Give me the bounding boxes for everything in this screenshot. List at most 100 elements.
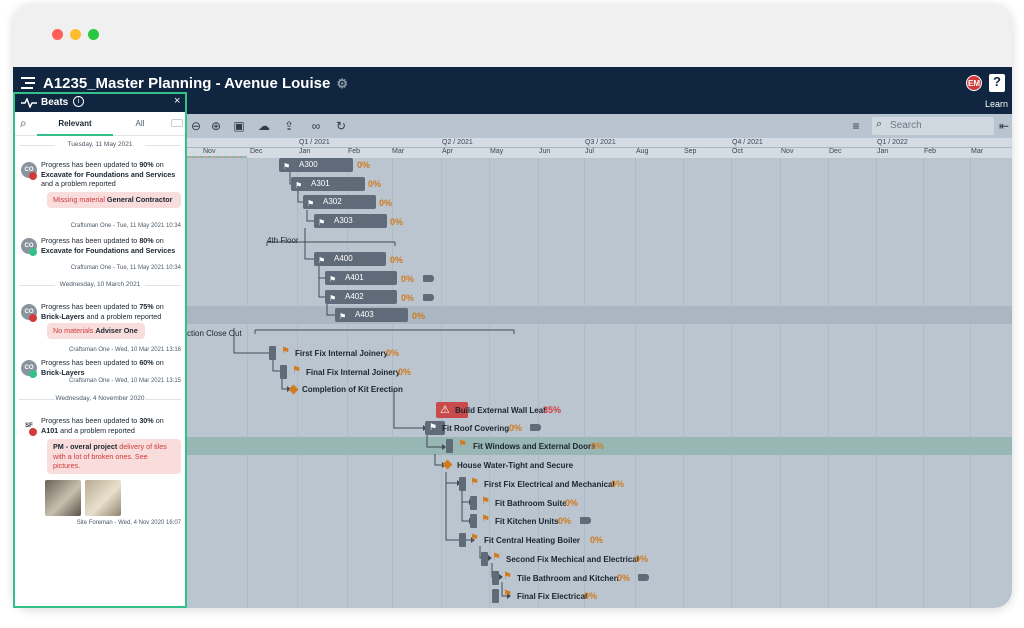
gantt-chart: ⚑ A300 0% ⚑ A301 0% ⚑ A302 0% ⚑ A303 0% 4th … [187,158,1012,608]
zoom-in-icon[interactable]: ⊕ [210,119,222,133]
task-label[interactable]: Fit Bathroom Suite [495,499,567,508]
task-label[interactable]: Final Fix Internal Joinery [306,368,401,377]
upload-icon[interactable]: ⇪ [283,119,295,133]
task-label[interactable]: First Fix Electrical and Mechanical [484,480,615,489]
task-label[interactable]: Tile Bathroom and Kitchen [517,574,619,583]
close-window-icon[interactable] [52,29,63,40]
menu-icon[interactable] [21,77,35,92]
beat-message[interactable]: Progress has been updated to 30% on A101… [41,416,164,435]
tag-icon[interactable] [423,294,434,301]
cloud-download-icon[interactable]: ☁ [258,119,270,133]
task-bar[interactable] [481,552,488,566]
photo-thumbnail[interactable] [45,480,81,516]
task-bar-a400[interactable]: ⚑ A400 [314,252,386,266]
date-separator: Tuesday, 11 May 2021 [19,141,181,148]
task-label[interactable]: Final Fix Electrical [517,592,588,601]
maximize-window-icon[interactable] [88,29,99,40]
task-progress: 0% [398,367,412,377]
beat-message[interactable]: Progress has been updated to 75% on Bric… [41,302,164,321]
task-progress: 0% [558,516,572,526]
warning-icon: ⚠ [440,404,450,416]
zoom-out-icon[interactable]: ⊖ [190,119,202,133]
mail-icon[interactable] [171,119,183,127]
beat-meta: Craftsman One - Tue, 11 May 2021 10:34 [70,265,181,271]
photo-thumbnail[interactable] [85,480,121,516]
minimize-window-icon[interactable] [70,29,81,40]
task-progress: 0% [368,179,382,189]
filter-icon[interactable]: ≡ [852,119,860,133]
tag-icon[interactable] [580,517,591,524]
month-label: Jun [539,148,551,155]
search-box[interactable]: ⌕ Search [872,117,994,135]
flag-icon: ⚑ [481,514,490,525]
link-icon[interactable]: ∞ [311,119,321,133]
month-label: Jul [585,148,594,155]
task-label[interactable]: Fit Windows and External Doors [473,442,596,451]
task-bar-a301[interactable]: ⚑ A301 [291,177,365,191]
task-bar-a303[interactable]: ⚑ A303 [314,214,387,228]
task-label[interactable]: House Water-Tight and Secure [457,461,574,470]
search-icon[interactable]: ⌕ [20,116,27,130]
task-bar[interactable]: ⚑ [425,421,445,435]
flag-icon: ⚑ [295,181,303,190]
task-bar-a302[interactable]: ⚑ A302 [303,195,376,209]
task-label[interactable]: Fit Roof Covering [442,424,510,433]
learn-link[interactable]: Learn [985,99,1009,109]
progress-icon [29,248,37,256]
task-bar[interactable] [446,439,453,453]
task-bar[interactable] [280,365,287,379]
tag-icon[interactable] [423,275,434,282]
user-avatar[interactable]: EM [966,75,982,91]
task-progress: 0% [379,198,393,208]
flag-icon: ⚑ [329,294,337,303]
task-bar[interactable] [492,589,499,603]
quarter-label: Q1 / 2022 [877,139,908,146]
collapse-panel-icon[interactable]: ⇤ [998,119,1010,133]
task-bar[interactable] [459,533,466,547]
help-icon[interactable]: ? [989,74,1005,92]
close-icon[interactable]: × [174,95,181,107]
project-title-text: A1235_Master Planning - Avenue Louise [43,75,331,92]
sync-icon[interactable]: ↻ [335,119,347,133]
tab-all[interactable]: All [135,119,145,128]
task-bar-problem[interactable]: ⚠ [436,402,468,418]
task-label[interactable]: First Fix Internal Joinery [295,349,388,358]
task-bar-a402[interactable]: ⚑ A402 [325,290,397,304]
group-close-out[interactable]: ction Close Out [187,329,242,338]
task-bar[interactable] [470,514,477,528]
month-label: Sep [684,148,697,155]
gantt-toolbar: ⊖ ⊕ ▣ ☁ ⇪ ∞ ↻ ≡ ⌕ Search ⇤ [187,114,1012,138]
info-icon[interactable]: i [73,96,84,107]
task-progress: 0% [401,274,415,284]
task-bar[interactable] [492,571,499,585]
task-label[interactable]: Completion of Kit Erection [302,385,403,394]
beat-message[interactable]: Progress has been updated to 60% on Bric… [41,358,164,377]
problem-note[interactable]: Missing material General Contractor [47,192,181,208]
task-bar[interactable] [269,346,276,360]
fit-screen-icon[interactable]: ▣ [233,119,245,133]
task-label[interactable]: Fit Kitchen Units [495,517,559,526]
task-bar-a300[interactable]: ⚑ A300 [279,158,353,172]
month-label: Mar [392,148,405,155]
tag-icon[interactable] [638,574,649,581]
task-bar[interactable] [470,496,477,510]
task-progress: 0% [390,255,404,265]
group-4th-floor[interactable]: 4th Floor [267,236,299,245]
problem-note[interactable]: PM - overal project delivery of tiles wi… [47,439,181,474]
beat-meta: Craftsman One - Wed, 10 Mar 2021 13:16 [69,347,181,353]
task-progress: 0% [390,217,404,227]
task-label[interactable]: Build External Wall Leaf [455,406,546,415]
tab-relevant[interactable]: Relevant [37,112,113,136]
task-bar-a401[interactable]: ⚑ A401 [325,271,397,285]
tag-icon[interactable] [530,424,541,431]
task-label[interactable]: Second Fix Mechical and Electrical [506,555,639,564]
task-label[interactable]: Fit Central Heating Boiler [484,536,581,545]
task-bar[interactable] [459,477,466,491]
problem-note[interactable]: No materials Adviser One [47,323,145,339]
beat-message[interactable]: Progress has been updated to 80% on Exca… [41,236,176,255]
beats-panel: Beats i × ⌕ Relevant All Tuesday, 11 May… [13,92,187,608]
beat-message[interactable]: Progress has been updated to 90% on Exca… [41,160,176,188]
gear-icon[interactable]: ⚙ [336,76,348,91]
task-bar-a403[interactable]: ⚑ A403 [335,308,408,322]
flag-icon: ⚑ [503,589,512,600]
